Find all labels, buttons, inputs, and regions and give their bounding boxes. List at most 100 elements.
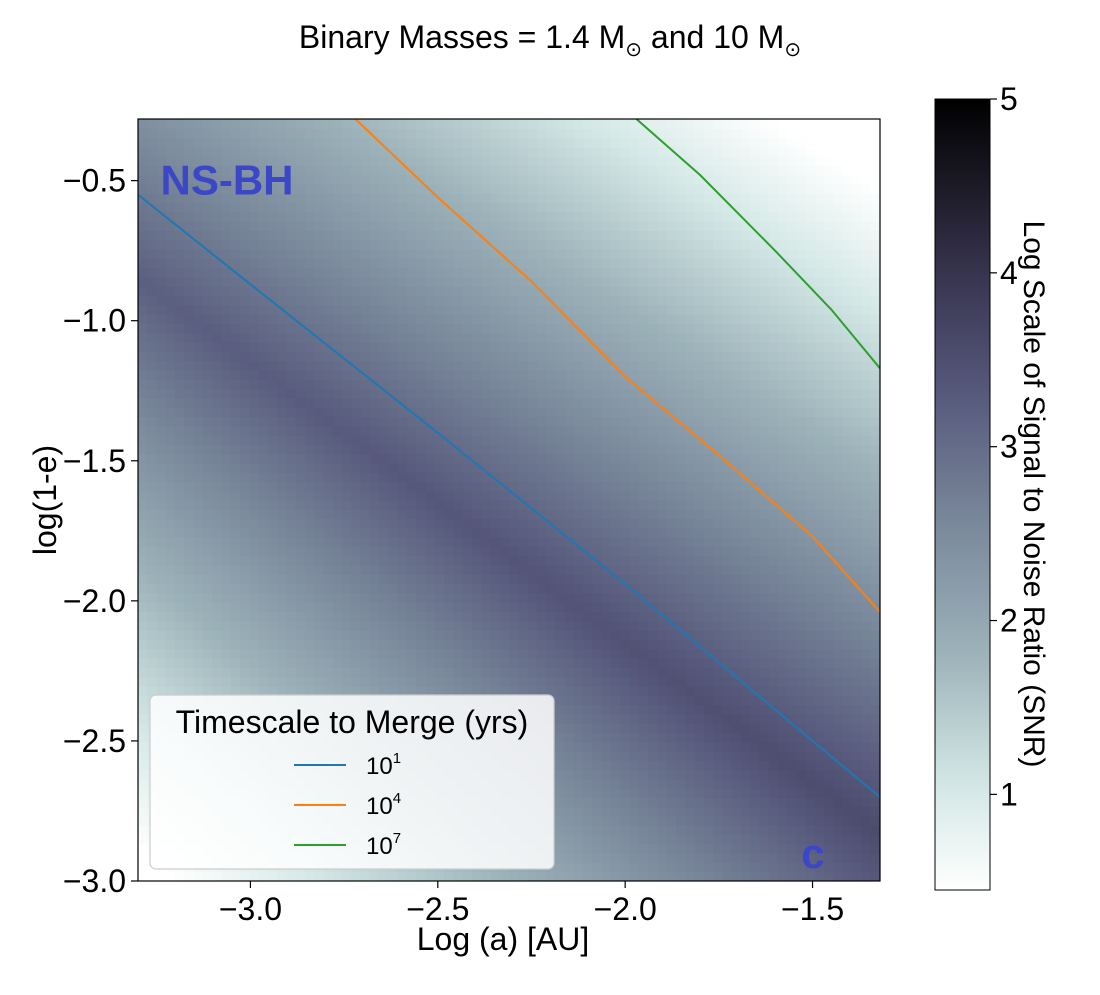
heatmap-cell	[667, 658, 677, 668]
heatmap-cell	[667, 574, 677, 584]
heatmap-cell	[695, 686, 705, 696]
heatmap-cell	[361, 574, 371, 584]
heatmap-cell	[184, 212, 194, 222]
heatmap-cell	[426, 519, 436, 529]
heatmap-cell	[639, 361, 649, 371]
heatmap-cell	[296, 361, 306, 371]
heatmap-cell	[657, 147, 667, 157]
heatmap-cell	[324, 258, 334, 268]
heatmap-cell	[231, 258, 241, 268]
heatmap-cell	[490, 612, 500, 622]
heatmap-cell	[490, 686, 500, 696]
heatmap-cell	[370, 593, 380, 603]
heatmap-cell	[555, 704, 565, 714]
heatmap-cell	[490, 370, 500, 380]
heatmap-cell	[630, 844, 640, 854]
heatmap-cell	[203, 491, 213, 501]
heatmap-cell	[676, 825, 686, 835]
heatmap-cell	[472, 658, 482, 668]
heatmap-cell	[472, 565, 482, 575]
heatmap-cell	[555, 128, 565, 138]
heatmap-cell	[657, 519, 667, 529]
heatmap-cell	[574, 797, 584, 807]
heatmap-cell	[268, 305, 278, 315]
heatmap-cell	[481, 398, 491, 408]
heatmap-cell	[472, 621, 482, 631]
heatmap-cell	[574, 639, 584, 649]
heatmap-cell	[166, 305, 176, 315]
heatmap-cell	[157, 388, 167, 398]
heatmap-cell	[611, 769, 621, 779]
heatmap-cell	[388, 305, 398, 315]
heatmap-cell	[296, 388, 306, 398]
heatmap-cell	[657, 584, 667, 594]
heatmap-cell	[546, 175, 556, 185]
heatmap-cell	[602, 556, 612, 566]
heatmap-cell	[583, 138, 593, 148]
heatmap-cell	[296, 649, 306, 659]
heatmap-cell	[667, 565, 677, 575]
heatmap-cell	[398, 305, 408, 315]
heatmap-cell	[166, 528, 176, 538]
heatmap-cell	[528, 630, 538, 640]
heatmap-cell	[305, 649, 315, 659]
heatmap-cell	[370, 528, 380, 538]
heatmap-cell	[657, 797, 667, 807]
heatmap-cell	[472, 584, 482, 594]
heatmap-cell	[583, 509, 593, 519]
heatmap-cell	[574, 872, 584, 882]
heatmap-cell	[481, 658, 491, 668]
heatmap-cell	[351, 314, 361, 324]
heatmap-cell	[203, 333, 213, 343]
heatmap-cell	[259, 519, 269, 529]
heatmap-cell	[620, 537, 630, 547]
heatmap-cell	[695, 602, 705, 612]
heatmap-cell	[676, 314, 686, 324]
heatmap-cell	[667, 760, 677, 770]
heatmap-cell	[574, 649, 584, 659]
heatmap-cell	[175, 203, 185, 213]
heatmap-cell	[305, 509, 315, 519]
heatmap-cell	[184, 491, 194, 501]
heatmap-cell	[147, 212, 157, 222]
heatmap-cell	[296, 342, 306, 352]
heatmap-cell	[648, 407, 658, 417]
heatmap-cell	[426, 156, 436, 166]
heatmap-cell	[537, 175, 547, 185]
heatmap-cell	[416, 249, 426, 259]
heatmap-cell	[333, 872, 343, 882]
heatmap-cell	[490, 361, 500, 371]
heatmap-cell	[361, 546, 371, 556]
heatmap-cell	[268, 138, 278, 148]
heatmap-cell	[537, 231, 547, 241]
heatmap-cell	[407, 240, 417, 250]
heatmap-cell	[611, 435, 621, 445]
heatmap-cell	[435, 509, 445, 519]
heatmap-cell	[565, 138, 575, 148]
heatmap-cell	[490, 509, 500, 519]
heatmap-cell	[342, 333, 352, 343]
heatmap-cell	[444, 370, 454, 380]
heatmap-cell	[583, 695, 593, 705]
heatmap-cell	[268, 649, 278, 659]
heatmap-cell	[166, 537, 176, 547]
heatmap-cell	[630, 528, 640, 538]
heatmap-cell	[426, 379, 436, 389]
heatmap-cell	[416, 556, 426, 566]
heatmap-cell	[574, 658, 584, 668]
heatmap-cell	[398, 435, 408, 445]
heatmap-cell	[667, 528, 677, 538]
heatmap-cell	[639, 426, 649, 436]
heatmap-cell	[648, 751, 658, 761]
heatmap-cell	[221, 407, 231, 417]
heatmap-cell	[333, 175, 343, 185]
heatmap-cell	[574, 602, 584, 612]
heatmap-cell	[574, 296, 584, 306]
heatmap-cell	[324, 156, 334, 166]
heatmap-cell	[203, 379, 213, 389]
heatmap-cell	[268, 240, 278, 250]
heatmap-cell	[685, 398, 695, 408]
heatmap-cell	[379, 240, 389, 250]
heatmap-cell	[388, 481, 398, 491]
heatmap-cell	[500, 361, 510, 371]
